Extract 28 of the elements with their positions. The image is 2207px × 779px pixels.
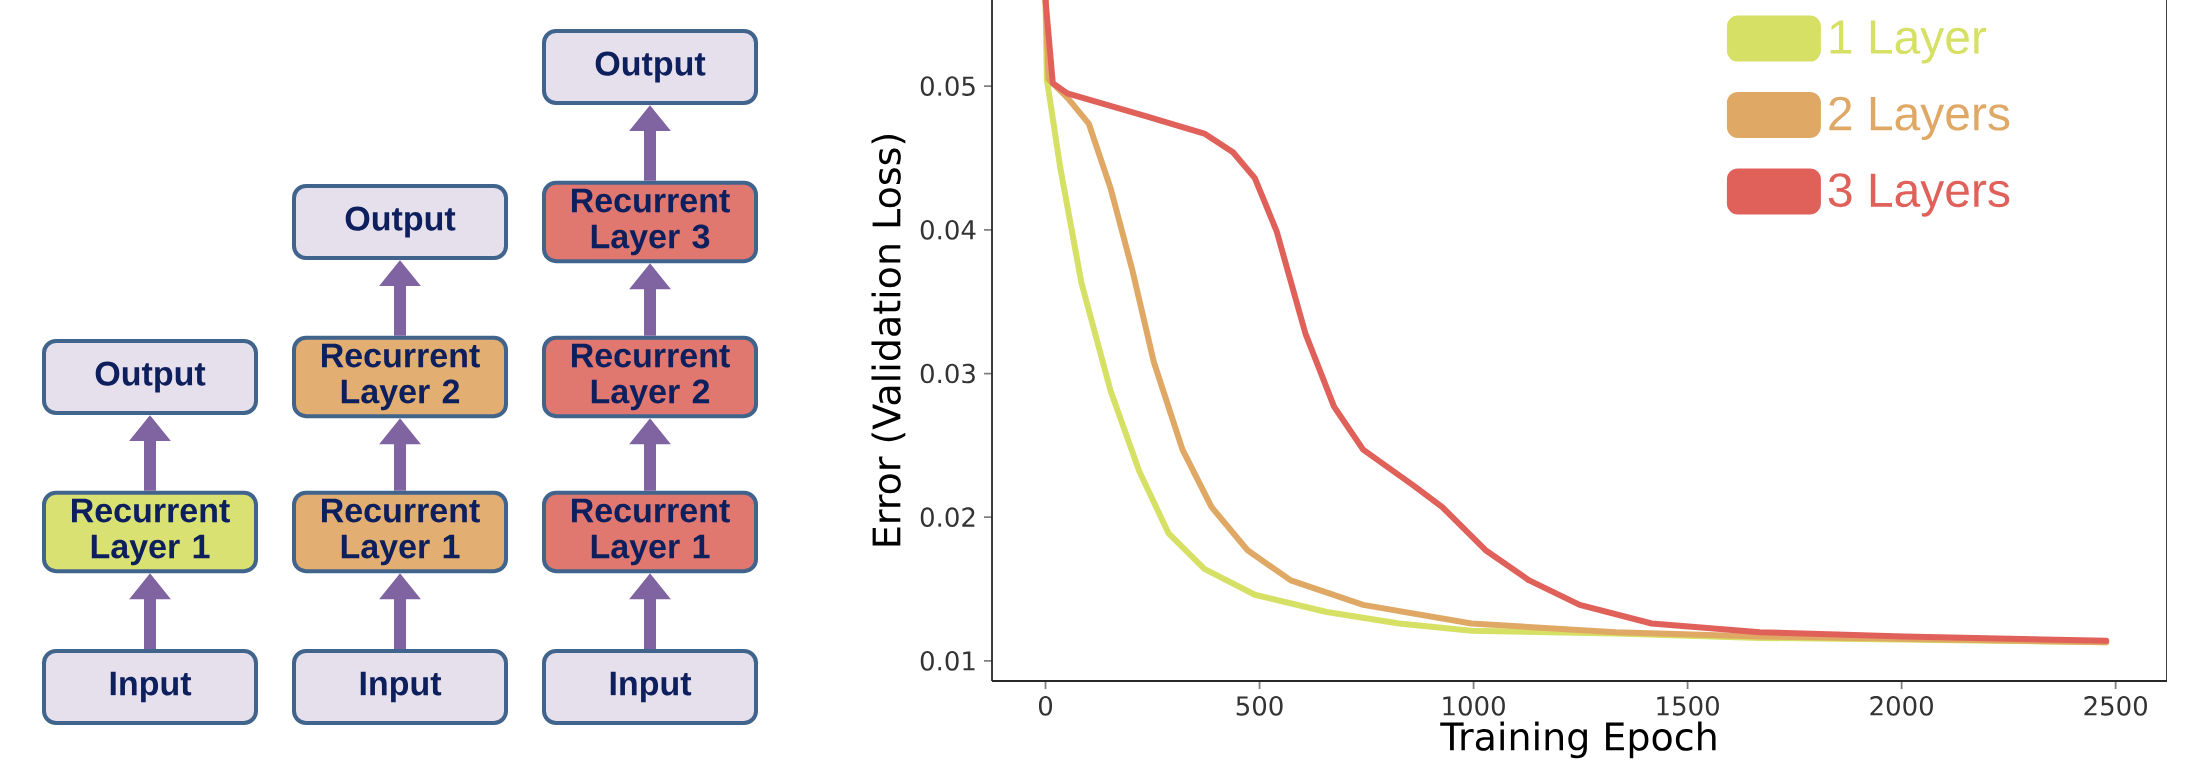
y-tick-label: 0.01: [920, 651, 975, 671]
x-tick-label: 500: [1236, 696, 1283, 716]
category-label: Output: [595, 51, 706, 83]
category-label: Recurrent Layer 3: [572, 188, 730, 256]
category-label: Recurrent Layer 2: [572, 343, 730, 411]
x-tick-label: 2500: [2084, 696, 2147, 716]
x-tick-label: 1500: [1657, 696, 1719, 716]
category-label: Recurrent Layer 1: [71, 498, 230, 566]
x-axis-title: Training Epoch: [1440, 721, 1716, 759]
legend-label: 2 Layers: [1829, 96, 2010, 141]
category-label: Input: [360, 671, 442, 703]
category-label: Recurrent Layer 1: [572, 498, 730, 566]
x-tick-label: 0: [1038, 696, 1053, 716]
y-tick-label: 0.02: [920, 507, 975, 528]
category-label: Recurrent Layer 2: [322, 343, 480, 411]
category-label: Input: [110, 671, 192, 703]
y-tick-label: 0.05: [920, 76, 975, 97]
category-label: Recurrent Layer 1: [322, 498, 480, 566]
x-tick-label: 2000: [1870, 696, 1933, 716]
category-label: Input: [610, 671, 692, 703]
y-tick-label: 0.03: [920, 363, 975, 384]
x-tick-label: 1000: [1443, 696, 1505, 716]
y-tick-label: 0.04: [920, 220, 976, 240]
legend-label: 1 Layer: [1830, 20, 1987, 64]
category-label: Output: [345, 206, 456, 238]
y-axis-title: Error (Validation Loss): [871, 135, 906, 546]
legend-label: 3 Layers: [1828, 173, 2010, 217]
category-label: Output: [95, 361, 206, 393]
